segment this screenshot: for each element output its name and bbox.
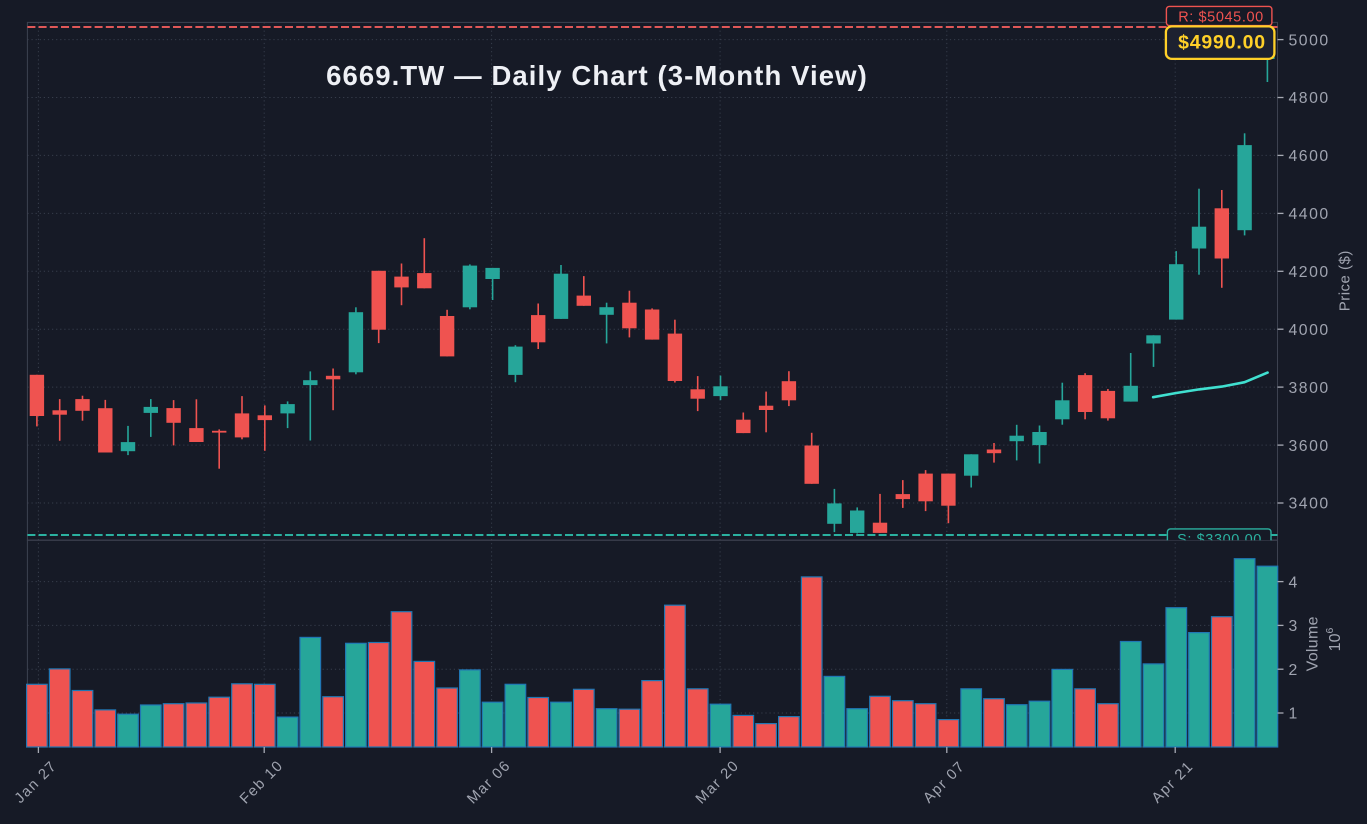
svg-text:$4990.00: $4990.00 [1178,31,1266,53]
svg-text:3400: 3400 [1289,496,1330,513]
svg-text:S: $3300.00: S: $3300.00 [1177,532,1262,548]
svg-text:3600: 3600 [1289,438,1330,455]
svg-text:4200: 4200 [1289,264,1330,281]
svg-text:4000: 4000 [1289,322,1330,339]
svg-text:5000: 5000 [1289,32,1330,49]
svg-text:4400: 4400 [1289,206,1330,223]
svg-text:R: $5045.00: R: $5045.00 [1178,9,1264,25]
svg-text:1: 1 [1289,706,1299,723]
svg-text:Price ($): Price ($) [1336,250,1353,311]
svg-text:3: 3 [1289,618,1299,635]
svg-text:4: 4 [1289,574,1299,591]
svg-text:3800: 3800 [1289,380,1330,397]
svg-text:4800: 4800 [1289,90,1330,107]
svg-text:2: 2 [1289,662,1299,679]
svg-text:4600: 4600 [1289,148,1330,165]
svg-text:6669.TW — Daily Chart (3-Month: 6669.TW — Daily Chart (3-Month View) [326,60,868,91]
svg-text:Volume: Volume [1304,616,1321,671]
